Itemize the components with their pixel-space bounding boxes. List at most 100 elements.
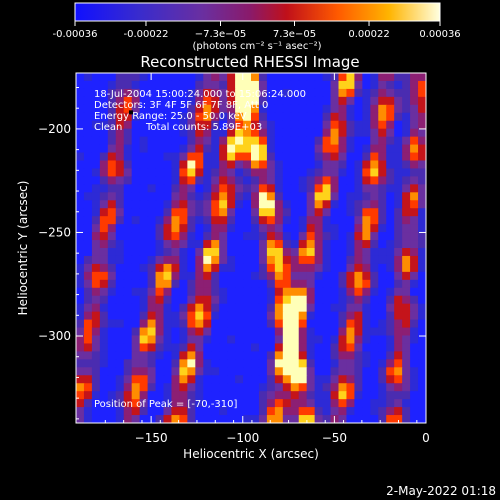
- heatmap-cell: [282, 271, 292, 281]
- heatmap-cell: [322, 96, 332, 106]
- heatmap-cell: [354, 120, 363, 130]
- heatmap-cell: [107, 184, 117, 193]
- heatmap-cell: [362, 192, 371, 201]
- heatmap-cell: [410, 73, 419, 82]
- heatmap-cell: [266, 367, 276, 376]
- heatmap-cell: [330, 271, 340, 281]
- heatmap-cell: [235, 311, 244, 321]
- heatmap-cell: [147, 279, 157, 289]
- heatmap-cell: [346, 319, 355, 329]
- heatmap-cell: [298, 255, 308, 265]
- heatmap-cell: [274, 184, 284, 193]
- heatmap-cell: [402, 104, 411, 114]
- heatmap-cell: [115, 136, 125, 146]
- heatmap-cell: [115, 343, 125, 352]
- heatmap-cell: [219, 255, 228, 265]
- heatmap-cell: [314, 208, 324, 217]
- heatmap-cell: [163, 144, 173, 154]
- heatmap-cell: [195, 367, 204, 376]
- heatmap-cell: [91, 335, 101, 345]
- heatmap-cell: [171, 327, 180, 337]
- heatmap-cell: [370, 287, 379, 297]
- heatmap-cell: [235, 96, 244, 106]
- heatmap-cell: [402, 176, 411, 185]
- heatmap-cell: [354, 367, 363, 376]
- heatmap-cell: [195, 144, 204, 154]
- heatmap-cell: [171, 415, 180, 423]
- heatmap-cell: [219, 415, 228, 423]
- heatmap-cell: [338, 279, 348, 289]
- heatmap-cell: [91, 351, 101, 360]
- heatmap-cell: [99, 96, 109, 106]
- heatmap-cell: [155, 343, 165, 352]
- heatmap-cell: [107, 80, 117, 90]
- heatmap-cell: [290, 319, 300, 329]
- heatmap-cell: [251, 335, 260, 345]
- heatmap-cell: [418, 144, 426, 154]
- heatmap-cell: [131, 383, 141, 392]
- heatmap-cell: [131, 232, 141, 241]
- heatmap-cell: [290, 351, 300, 360]
- heatmap-cell: [203, 295, 212, 305]
- heatmap-cell: [370, 383, 379, 392]
- heatmap-cell: [123, 73, 133, 82]
- heatmap-cell: [354, 295, 363, 305]
- heatmap-cell: [155, 73, 165, 82]
- heatmap-cell: [290, 327, 300, 337]
- heatmap-cell: [274, 160, 284, 170]
- heatmap-cell: [203, 176, 212, 185]
- heatmap-cell: [131, 279, 141, 289]
- heatmap-cell: [330, 208, 340, 217]
- heatmap-cell: [306, 152, 316, 162]
- heatmap-cell: [139, 168, 149, 177]
- heatmap-cell: [330, 351, 340, 360]
- heatmap-cell: [386, 128, 395, 138]
- heatmap-cell: [219, 73, 228, 82]
- heatmap-cell: [386, 248, 395, 257]
- heatmap-cell: [330, 248, 340, 257]
- heatmap-cell: [251, 255, 260, 265]
- heatmap-cell: [266, 319, 276, 329]
- heatmap-cell: [362, 176, 371, 185]
- heatmap-cell: [99, 73, 109, 82]
- heatmap-cell: [171, 96, 180, 106]
- heatmap-cell: [306, 128, 316, 138]
- heatmap-cell: [378, 279, 387, 289]
- heatmap-cell: [338, 335, 348, 345]
- heatmap-cell: [76, 152, 85, 162]
- heatmap-cell: [354, 248, 363, 257]
- heatmap-cell: [258, 112, 268, 122]
- heatmap-cell: [83, 335, 93, 345]
- heatmap-cell: [83, 136, 93, 146]
- heatmap-cell: [219, 383, 228, 392]
- heatmap-cell: [298, 248, 308, 257]
- heatmap-cell: [251, 367, 260, 376]
- heatmap-cell: [195, 232, 204, 241]
- heatmap-cell: [370, 128, 379, 138]
- heatmap-cell: [76, 240, 85, 249]
- heatmap-cell: [243, 407, 252, 416]
- heatmap-cell: [418, 120, 426, 130]
- heatmap-cell: [370, 311, 379, 321]
- heatmap-cell: [235, 240, 244, 249]
- heatmap-cell: [211, 359, 220, 368]
- heatmap-cell: [418, 295, 426, 305]
- heatmap-cell: [147, 327, 157, 337]
- heatmap-cell: [322, 383, 332, 392]
- heatmap-cell: [227, 311, 236, 321]
- heatmap-cell: [91, 73, 101, 82]
- heatmap-cell: [227, 120, 236, 130]
- heatmap-cell: [131, 200, 141, 209]
- heatmap-cell: [258, 136, 268, 146]
- heatmap-cell: [346, 335, 355, 345]
- heatmap-cell: [258, 224, 268, 233]
- heatmap-cell: [91, 391, 101, 400]
- heatmap-cell: [378, 303, 387, 313]
- heatmap-cell: [83, 73, 93, 82]
- heatmap-cell: [227, 295, 236, 305]
- heatmap-cell: [354, 184, 363, 193]
- heatmap-cell: [76, 263, 85, 273]
- heatmap-cell: [258, 96, 268, 106]
- heatmap-cell: [107, 343, 117, 352]
- heatmap-cell: [402, 152, 411, 162]
